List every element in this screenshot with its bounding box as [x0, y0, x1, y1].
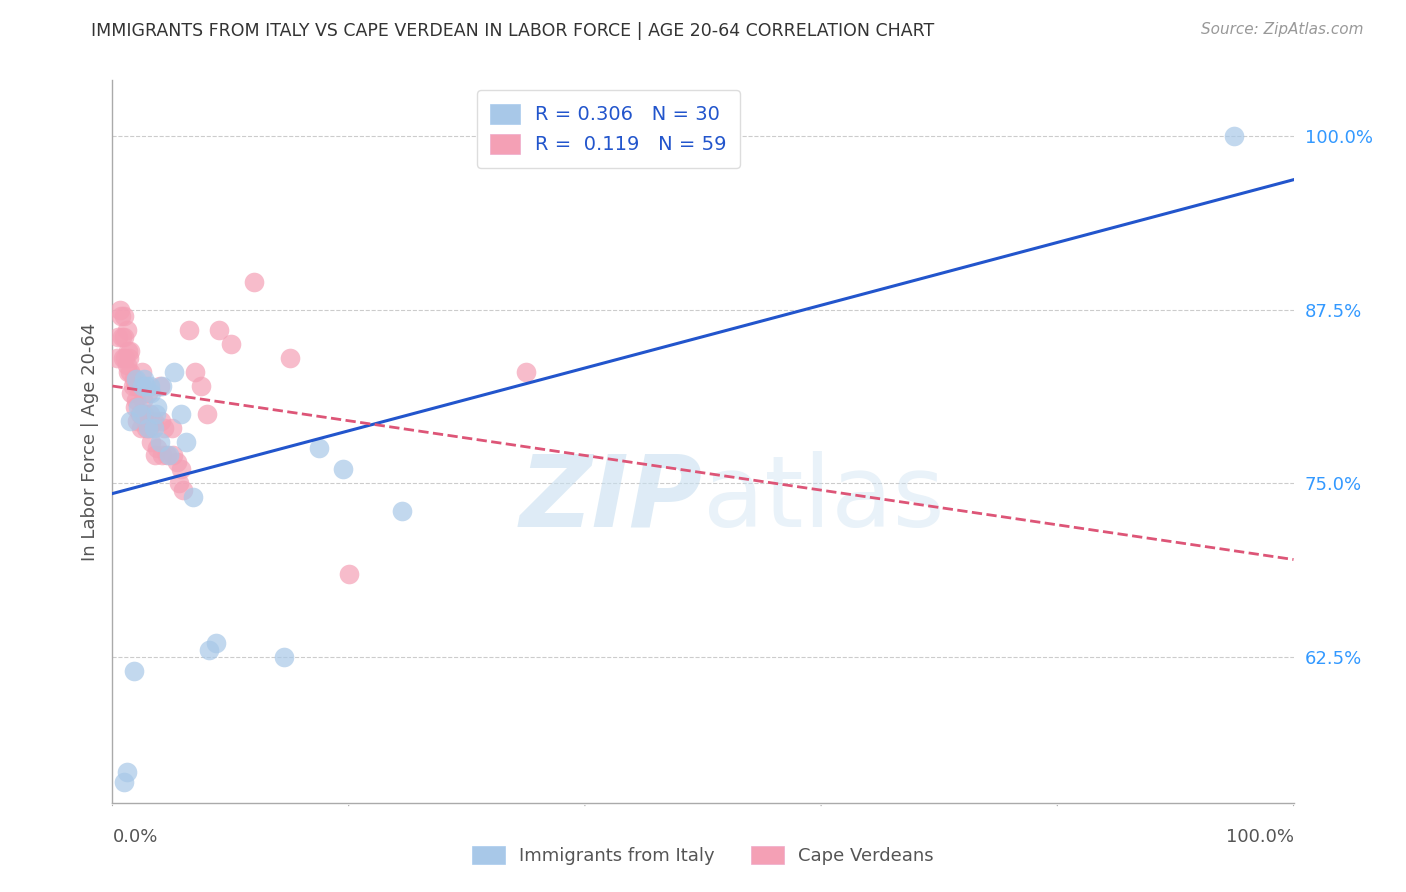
Point: [179, 323, 201, 337]
Point: [172, 483, 194, 498]
Point: [114, 351, 136, 366]
Text: 100.0%: 100.0%: [1226, 828, 1294, 846]
Point: [110, 310, 132, 324]
Point: [136, 385, 159, 400]
Point: [127, 414, 149, 428]
Point: [124, 400, 146, 414]
Point: [112, 330, 135, 344]
Point: [142, 420, 165, 434]
Point: [205, 636, 228, 650]
Point: [143, 449, 166, 463]
Point: [208, 323, 231, 337]
Point: [170, 407, 193, 421]
Point: [135, 420, 157, 434]
Point: [166, 455, 188, 469]
Point: [129, 420, 152, 434]
Point: [117, 365, 139, 379]
Point: [138, 420, 160, 434]
Point: [170, 462, 193, 476]
Point: [125, 372, 148, 386]
Point: [184, 365, 207, 379]
Text: IMMIGRANTS FROM ITALY VS CAPE VERDEAN IN LABOR FORCE | AGE 20-64 CORRELATION CHA: IMMIGRANTS FROM ITALY VS CAPE VERDEAN IN…: [91, 22, 935, 40]
Point: [125, 379, 148, 393]
Point: [136, 420, 159, 434]
Point: [131, 365, 153, 379]
Point: [112, 775, 135, 789]
Point: [181, 490, 204, 504]
Point: [332, 462, 354, 476]
Point: [129, 407, 152, 421]
Point: [141, 385, 163, 400]
Y-axis label: In Labor Force | Age 20-64: In Labor Force | Age 20-64: [80, 322, 98, 561]
Point: [150, 449, 173, 463]
Point: [142, 414, 165, 428]
Point: [243, 275, 266, 289]
Point: [308, 442, 330, 456]
Point: [115, 358, 138, 372]
Point: [118, 351, 141, 366]
Point: [139, 407, 162, 421]
Point: [273, 649, 295, 664]
Point: [115, 323, 138, 337]
Point: [112, 351, 135, 366]
Point: [198, 643, 221, 657]
Point: [149, 379, 172, 393]
Point: [120, 344, 142, 359]
Point: [149, 414, 172, 428]
Point: [515, 365, 537, 379]
Point: [132, 392, 155, 407]
Text: Source: ZipAtlas.com: Source: ZipAtlas.com: [1201, 22, 1364, 37]
Point: [134, 372, 156, 386]
Point: [122, 664, 145, 678]
Point: [125, 392, 148, 407]
Point: [108, 302, 131, 317]
Point: [117, 344, 139, 359]
Point: [195, 407, 218, 421]
Point: [139, 379, 162, 393]
Point: [128, 407, 150, 421]
Point: [1223, 128, 1246, 143]
Point: [127, 400, 149, 414]
Point: [156, 449, 179, 463]
Point: [167, 476, 190, 491]
Point: [174, 434, 197, 449]
Point: [145, 407, 167, 421]
Point: [162, 449, 184, 463]
Point: [111, 330, 134, 344]
Point: [120, 414, 142, 428]
Point: [337, 566, 360, 581]
Point: [141, 434, 163, 449]
Text: atlas: atlas: [703, 450, 945, 548]
Point: [122, 372, 145, 386]
Point: [131, 379, 153, 393]
Point: [127, 379, 149, 393]
Point: [149, 434, 172, 449]
Point: [219, 337, 242, 351]
Text: 0.0%: 0.0%: [112, 828, 157, 846]
Legend: R = 0.306   N = 30, R =  0.119   N = 59: R = 0.306 N = 30, R = 0.119 N = 59: [477, 90, 740, 168]
Point: [146, 400, 169, 414]
Point: [134, 407, 156, 421]
Point: [120, 365, 142, 379]
Point: [121, 379, 143, 393]
Point: [150, 379, 173, 393]
Legend: Immigrants from Italy, Cape Verdeans: Immigrants from Italy, Cape Verdeans: [464, 837, 942, 874]
Point: [160, 420, 183, 434]
Point: [135, 379, 157, 393]
Point: [112, 310, 135, 324]
Point: [391, 504, 413, 518]
Point: [115, 765, 138, 780]
Point: [107, 330, 129, 344]
Point: [163, 365, 186, 379]
Point: [153, 420, 176, 434]
Point: [278, 351, 301, 366]
Point: [120, 385, 142, 400]
Point: [157, 449, 180, 463]
Text: ZIP: ZIP: [520, 450, 703, 548]
Point: [190, 379, 212, 393]
Point: [105, 351, 128, 366]
Point: [131, 379, 153, 393]
Point: [146, 442, 169, 456]
